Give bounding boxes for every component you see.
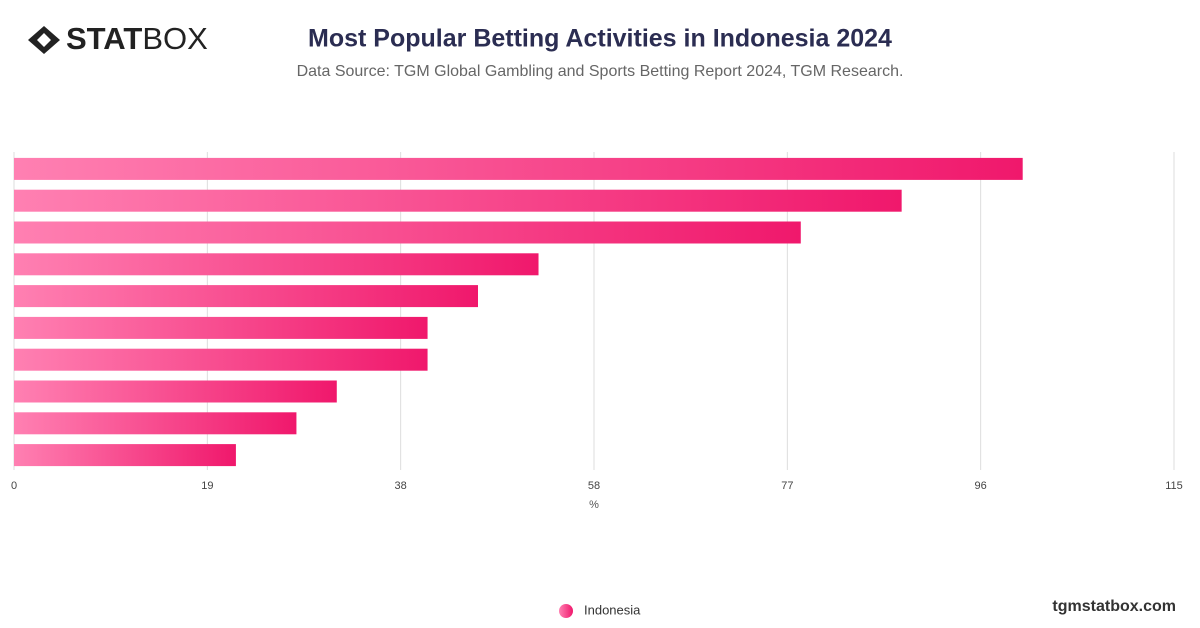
logo-bold: STAT [66, 21, 142, 56]
logo-icon [28, 26, 60, 54]
logo-light: BOX [142, 21, 208, 56]
chart-subtitle: Data Source: TGM Global Gambling and Spo… [297, 63, 904, 80]
bar [14, 380, 337, 403]
bar [14, 285, 478, 308]
bar [14, 348, 428, 371]
footer: tgmstatbox.com [1052, 598, 1176, 615]
bar [14, 444, 236, 467]
logo-text: STATBOX [66, 21, 208, 56]
x-tick-label: 38 [395, 480, 407, 492]
bar [14, 253, 539, 276]
x-tick-label: 58 [588, 480, 600, 492]
bar [14, 412, 297, 435]
chart-title: Most Popular Betting Activities in Indon… [308, 25, 892, 53]
bar [14, 157, 1023, 180]
x-axis-label: % [589, 499, 599, 511]
logo: STATBOX [28, 21, 208, 56]
legend-label: Indonesia [584, 602, 641, 617]
bar [14, 221, 801, 244]
x-tick-label: 0 [11, 480, 17, 492]
x-tick-label: 77 [781, 480, 793, 492]
legend-swatch [559, 604, 573, 618]
bar [14, 316, 428, 339]
x-tick-label: 96 [975, 480, 987, 492]
x-tick-label: 115 [1165, 480, 1183, 492]
x-tick-label: 19 [201, 480, 213, 492]
bar [14, 189, 902, 212]
